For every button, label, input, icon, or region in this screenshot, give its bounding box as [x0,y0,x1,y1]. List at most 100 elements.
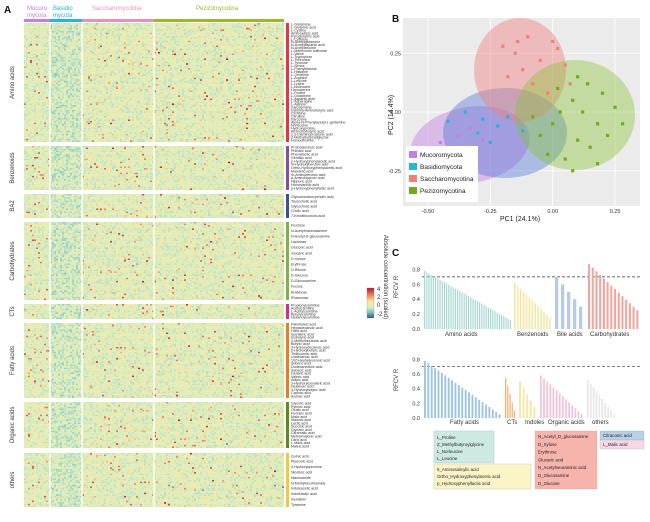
heatmap-cell [250,41,252,43]
heatmap-cell [212,65,214,67]
heatmap-cell [266,42,268,44]
heatmap-cell [78,28,80,30]
heatmap-cell [28,39,30,41]
heatmap-cell [210,23,212,25]
heatmap-cell [84,52,86,54]
heatmap-cell [278,25,280,27]
heatmap-cell [186,44,188,46]
heatmap-cell [230,46,232,48]
heatmap-cell [214,60,216,62]
heatmap-cell [218,23,220,25]
heatmap-cell [138,62,140,64]
heatmap-cell [38,23,40,25]
heatmap-cell [264,41,266,43]
heatmap-cell [196,37,198,39]
heatmap-cell [76,44,78,46]
heatmap-cell [132,29,134,31]
heatmap-cell [186,41,188,43]
heatmap-cell [60,58,62,60]
heatmap-cell [220,47,222,49]
heatmap-cell [222,65,224,67]
heatmap-cell [246,47,248,49]
heatmap-cell [124,42,126,44]
heatmap-cell [104,54,106,56]
clade-bar-pezizomycotina [154,19,284,22]
heatmap-cell [166,63,168,65]
heatmap-cell [256,23,258,25]
heatmap-cell [260,36,262,38]
heatmap-cell [260,60,262,62]
heatmap-cell [210,39,212,41]
heatmap-cell [146,29,148,31]
heatmap-cell [78,23,80,25]
heatmap-cell [94,57,96,59]
heatmap-cell [76,62,78,64]
heatmap-cell [92,42,94,44]
heatmap-cell [166,44,168,46]
heatmap-cell [186,42,188,44]
heatmap-cell [156,34,158,36]
heatmap-cell [52,49,54,51]
heatmap-cell [272,63,274,65]
heatmap-cell [148,60,150,62]
heatmap-cell [244,36,246,38]
heatmap-cell [114,36,116,38]
heatmap-cell [190,31,192,33]
heatmap-cell [36,34,38,36]
heatmap-cell [278,37,280,39]
heatmap-cell [212,41,214,43]
heatmap-cell [44,52,46,54]
heatmap-cell [192,62,194,64]
heatmap-cell [36,60,38,62]
heatmap-cell [42,41,44,43]
heatmap-cell [30,29,32,31]
heatmap-cell [34,28,36,30]
heatmap-cell [134,57,136,59]
heatmap-cell [216,47,218,49]
heatmap-cell [130,23,132,25]
heatmap-cell [140,63,142,65]
heatmap-cell [168,57,170,59]
heatmap-cell [200,63,202,65]
heatmap-cell [148,49,150,51]
heatmap-cell [108,26,110,28]
heatmap-cell [146,47,148,49]
heatmap-cell [214,28,216,30]
heatmap-cell [26,58,28,60]
heatmap-cell [140,26,142,28]
heatmap-cell [184,26,186,28]
heatmap-cell [108,50,110,52]
heatmap-cell [64,58,66,60]
heatmap-cell [194,28,196,30]
heatmap-cell [26,33,28,35]
heatmap-cell [218,33,220,35]
heatmap-cell [26,57,28,59]
heatmap-cell [112,62,114,64]
heatmap-cell [136,36,138,38]
heatmap-cell [234,39,236,41]
heatmap-cell [98,65,100,67]
heatmap-cell [180,37,182,39]
heatmap-cell [202,65,204,67]
heatmap-cell [250,42,252,44]
heatmap-cell [126,29,128,31]
heatmap-cell [214,25,216,27]
heatmap-cell [66,58,68,60]
heatmap-cell [248,28,250,30]
heatmap-cell [64,44,66,46]
heatmap-cell [68,54,70,56]
heatmap-cell [264,29,266,31]
heatmap-cell [90,47,92,49]
heatmap-cell [196,65,198,67]
heatmap-cell [254,52,256,54]
heatmap-cell [254,42,256,44]
heatmap-cell [168,52,170,54]
heatmap-cell [132,44,134,46]
heatmap-cell [280,63,282,65]
heatmap-cell [116,63,118,65]
heatmap-cell [100,50,102,52]
heatmap-cell [266,49,268,51]
heatmap-cell [162,46,164,48]
heatmap-cell [240,44,242,46]
heatmap-cell [46,23,48,25]
